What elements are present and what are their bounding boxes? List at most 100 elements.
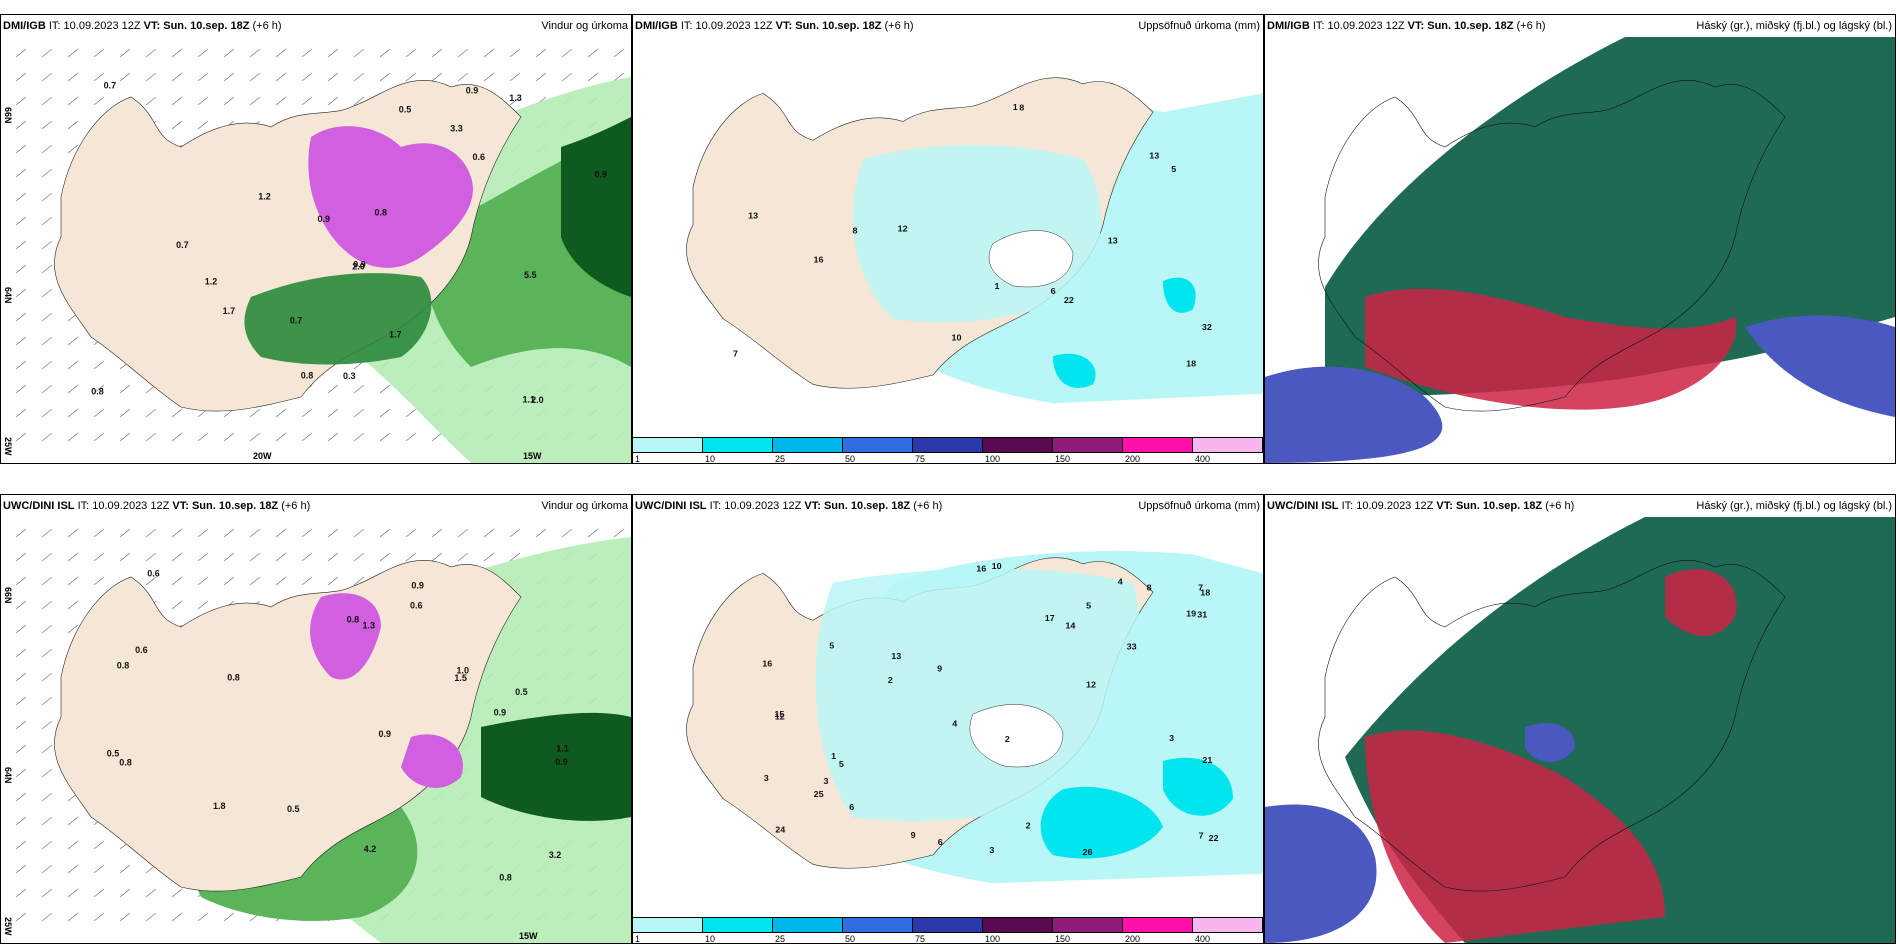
value-label: 33 [1127, 642, 1137, 652]
wind-barb [327, 576, 339, 586]
value-label: 13 [1108, 236, 1118, 246]
lat-label-64n: 64N [3, 287, 13, 304]
wind-barb [15, 120, 27, 130]
wind-barb [405, 72, 417, 82]
vt-label: VT: [1407, 20, 1425, 32]
wind-barb [93, 408, 105, 418]
wind-barb [379, 384, 391, 394]
wind-barb [353, 552, 365, 562]
wind-barb [301, 408, 313, 418]
value-label: 6 [849, 802, 854, 812]
wind-barb [171, 432, 183, 442]
wind-barb [67, 384, 79, 394]
precip-value-labels: 13 10 8 8 7 12 5 16 18 6 13 13 22 32 1 1 [733, 102, 1212, 368]
wind-barb [41, 408, 53, 418]
wind-barb [41, 552, 53, 562]
wind-barb [249, 432, 261, 442]
value-label: 13 [748, 211, 758, 221]
wind-barb [379, 408, 391, 418]
wind-barb [67, 888, 79, 898]
value-label: 2.0 [352, 261, 365, 271]
vt-label: VT: [143, 20, 161, 32]
lon-label-15w: 15W [519, 931, 538, 941]
wind-barb [197, 48, 209, 58]
wind-barb [613, 72, 625, 82]
wind-barb [15, 552, 27, 562]
colorbar-label: 400 [1195, 934, 1211, 944]
panel-clouds-uwc: UWC/DINI ISL IT: 10.09.2023 12Z VT: Sun.… [1264, 494, 1896, 944]
value-label: 2 [1026, 821, 1031, 831]
vt-value: Sun. 10.sep. 18Z [1427, 20, 1514, 32]
wind-barb [249, 408, 261, 418]
it-label: IT: [1341, 500, 1354, 512]
value-label: 1.1 [523, 394, 536, 404]
wind-barb [171, 912, 183, 922]
value-label: 16 [976, 564, 986, 574]
panel-accum-precip-uwc: UWC/DINI ISL IT: 10.09.2023 12Z VT: Sun.… [632, 494, 1264, 944]
it-label: IT: [709, 500, 722, 512]
wind-barb [67, 120, 79, 130]
wind-barb [67, 48, 79, 58]
wind-barb [41, 360, 53, 370]
wind-barb [93, 48, 105, 58]
lead-time: (+6 h) [884, 20, 914, 32]
wind-barb [67, 528, 79, 538]
wind-barb [301, 72, 313, 82]
lat-label-66n: 66N [3, 587, 13, 604]
value-label: 6 [938, 837, 943, 847]
wind-barb [275, 432, 287, 442]
colorbar-segment [1053, 917, 1123, 933]
panel-right-title: Vindur og úrkoma [541, 20, 628, 32]
value-label: 15 [774, 709, 784, 719]
wind-barb [431, 528, 443, 538]
wind-barb [41, 816, 53, 826]
wind-barb [613, 528, 625, 538]
wind-precip-map: 0.70.90.80.91.71.30.60.30.92.00.81.70.50… [1, 37, 631, 463]
value-label: 1 [995, 281, 1000, 291]
precip-colorbar: 1 10 25 50 75 100 150 200 400 [633, 437, 1263, 463]
value-label: 9 [937, 664, 942, 674]
wind-barb [15, 48, 27, 58]
value-label: 1.2 [205, 276, 218, 286]
wind-barb [93, 864, 105, 874]
wind-barb [327, 528, 339, 538]
wind-barb [41, 216, 53, 226]
panel-clouds-dmi: DMI/IGB IT: 10.09.2023 12Z VT: Sun. 10.s… [1264, 14, 1896, 464]
colorbar-label: 200 [1125, 454, 1141, 464]
wind-barb [405, 528, 417, 538]
wind-barb [431, 48, 443, 58]
wind-barb [67, 552, 79, 562]
colorbar-label: 1 [635, 454, 641, 464]
wind-barb [197, 552, 209, 562]
wind-barb [379, 432, 391, 442]
value-label: 6 [1051, 286, 1056, 296]
wind-barb [41, 696, 53, 706]
wind-barb [67, 336, 79, 346]
wind-barb [41, 240, 53, 250]
mid-cloud-band [1365, 288, 1737, 410]
lead-time: (+6 h) [913, 500, 943, 512]
it-label: IT: [48, 20, 61, 32]
wind-barb [197, 528, 209, 538]
value-label: 4.2 [364, 844, 377, 854]
cloud-cover-map [1265, 37, 1895, 463]
lat-label-66n: 66N [3, 107, 13, 124]
colorbar-segment [1193, 917, 1263, 933]
value-label: 26 [1083, 847, 1093, 857]
wind-barb [509, 528, 521, 538]
model-source: UWC/DINI ISL [1267, 500, 1339, 512]
value-label: 0.9 [379, 729, 392, 739]
value-label: 1.8 [213, 801, 226, 811]
colorbar-label: 150 [1055, 454, 1071, 464]
wind-barb [119, 408, 131, 418]
glacier-white [988, 230, 1074, 288]
value-label: 7 [1198, 583, 1203, 593]
mid-cloud-band [1365, 569, 1737, 943]
colorbar-segment [1123, 917, 1193, 933]
wind-barb [93, 528, 105, 538]
wind-barb [15, 624, 27, 634]
colorbar-segment [843, 437, 913, 453]
value-label: 13 [891, 651, 901, 661]
panel-accum-precip-dmi: DMI/IGB IT: 10.09.2023 12Z VT: Sun. 10.s… [632, 14, 1264, 464]
wind-barb [41, 864, 53, 874]
